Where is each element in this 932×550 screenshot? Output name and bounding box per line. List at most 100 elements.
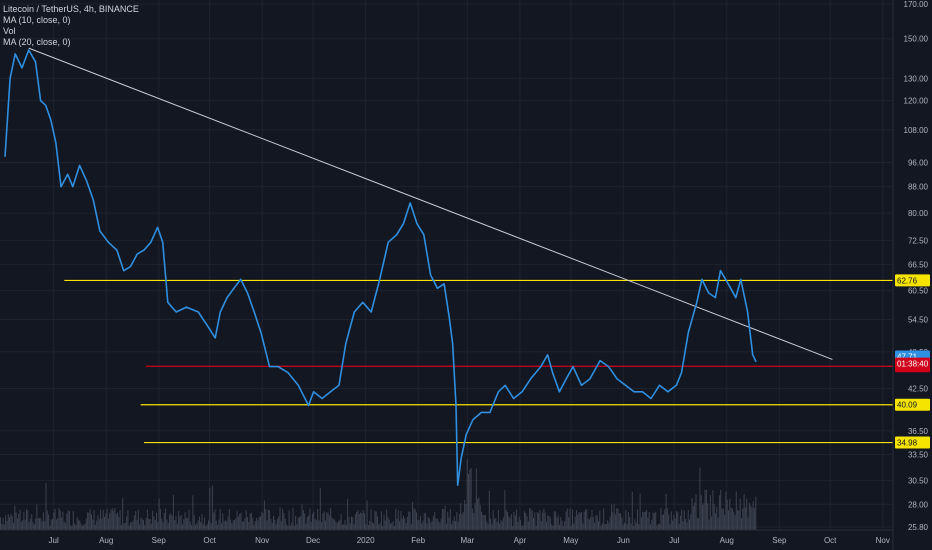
volume-bar — [501, 521, 503, 530]
volume-bar — [614, 514, 616, 530]
volume-bar — [1, 523, 3, 530]
volume-bar — [426, 523, 428, 530]
volume-bar — [52, 518, 53, 530]
volume-bar — [417, 519, 419, 530]
volume-bar — [713, 504, 715, 530]
volume-bar — [370, 509, 372, 530]
volume-bar — [321, 522, 323, 530]
volume-bar — [639, 493, 641, 530]
volume-bar — [102, 509, 104, 530]
volume-bar — [683, 510, 685, 530]
volume-bar — [227, 516, 229, 530]
volume-bar — [14, 505, 16, 530]
volume-bar — [408, 511, 410, 530]
volume-bar — [41, 521, 43, 530]
volume-bar — [733, 512, 735, 530]
volume-bar — [478, 497, 480, 530]
volume-bar — [235, 518, 237, 530]
volume-bar — [412, 501, 414, 530]
trend-line[interactable] — [28, 47, 833, 360]
price-axis[interactable]: 170.00 150.00 130.00 120.00 108.00 96.00 88.00… — [904, 0, 929, 532]
volume-bar — [371, 522, 373, 530]
volume-bar — [3, 524, 5, 530]
volume-bar — [582, 523, 584, 530]
volume-bar — [475, 468, 477, 530]
volume-bar — [572, 509, 573, 530]
volume-bar — [401, 518, 403, 530]
volume-bar — [148, 518, 150, 530]
volume-bar — [531, 510, 533, 530]
volume-bar — [634, 519, 636, 530]
volume-bar — [261, 511, 263, 530]
volume-indicator[interactable]: Vol — [3, 26, 16, 36]
volume-bar — [273, 515, 274, 530]
y-tick-label: 25.80 — [908, 523, 929, 532]
volume-bar — [577, 514, 579, 530]
volume-bar — [666, 508, 668, 530]
x-tick-label: Feb — [411, 536, 425, 545]
volume-bar — [611, 504, 612, 530]
volume-bar — [205, 525, 207, 530]
x-tick-label: Jul — [49, 536, 59, 545]
volume-bar — [422, 520, 424, 530]
volume-bar — [322, 513, 324, 530]
volume-bar — [578, 512, 580, 530]
volume-bar — [648, 512, 650, 530]
volume-bar — [508, 516, 510, 530]
volume-bar — [600, 525, 602, 530]
volume-bar — [13, 522, 14, 530]
volume-bar — [595, 515, 597, 530]
volume-bar — [396, 518, 398, 530]
volume-bar — [19, 509, 21, 530]
volume-bar — [131, 521, 133, 530]
volume-bar — [694, 502, 696, 530]
volume-bar — [191, 525, 193, 530]
volume-bar — [237, 516, 239, 530]
volume-bar — [711, 516, 713, 530]
volume-bar — [377, 516, 378, 530]
volume-bar — [455, 520, 456, 530]
y-tick-label: 88.00 — [908, 183, 929, 192]
volume-bar — [637, 509, 638, 530]
volume-bar — [410, 524, 412, 530]
volume-bar — [18, 513, 20, 530]
volume-bar — [585, 509, 586, 530]
volume-bar — [482, 514, 484, 530]
ma10-indicator[interactable]: MA (10, close, 0) — [3, 15, 71, 25]
y-tick-label: 130.00 — [904, 74, 929, 83]
price-label-text: 47.71 — [897, 352, 918, 361]
volume-bar — [354, 514, 356, 530]
ma20-indicator[interactable]: MA (20, close, 0) — [3, 37, 71, 47]
volume-bar — [349, 523, 351, 530]
volume-bar — [734, 514, 736, 530]
horizontal-levels — [64, 279, 893, 444]
volume-bar — [323, 511, 325, 530]
volume-bar — [179, 516, 181, 530]
volume-bar — [27, 510, 29, 530]
price-line[interactable] — [4, 49, 757, 486]
volume-bar — [539, 510, 541, 530]
volume-bar — [208, 520, 209, 530]
volume-bar — [547, 515, 549, 530]
volume-bar — [561, 520, 563, 530]
volume-bar — [152, 510, 154, 530]
time-axis[interactable]: Jul Aug Sep Oct Nov Dec 2020 Feb Mar Apr May Jun Jul… — [49, 536, 890, 545]
volume-bar — [590, 516, 592, 530]
volume-bar — [702, 505, 703, 530]
volume-bar — [497, 510, 499, 530]
volume-bar — [435, 518, 437, 530]
volume-bar — [583, 511, 585, 530]
volume-bars — [0, 459, 757, 530]
symbol-title[interactable]: Litecoin / TetherUS, 4h, BINANCE — [3, 4, 139, 14]
volume-bar — [551, 524, 553, 530]
volume-bar — [419, 515, 421, 530]
volume-bar — [421, 523, 423, 530]
volume-bar — [282, 508, 284, 530]
volume-bar — [130, 522, 131, 530]
volume-bar — [562, 525, 564, 530]
volume-bar — [603, 508, 605, 530]
volume-bar — [391, 522, 393, 530]
volume-bar — [287, 525, 289, 530]
